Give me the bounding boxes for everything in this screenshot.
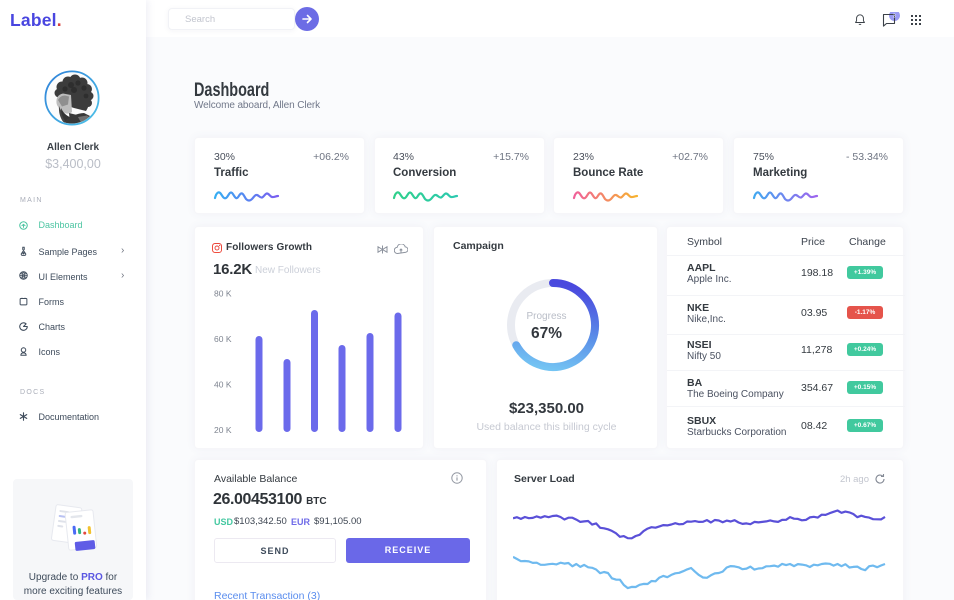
svg-text:60 K: 60 K xyxy=(214,334,232,344)
svg-text:80 K: 80 K xyxy=(214,289,232,299)
svg-text:20 K: 20 K xyxy=(214,425,232,435)
svg-text:40 K: 40 K xyxy=(214,380,232,390)
svg-text:3: 3 xyxy=(893,14,896,20)
